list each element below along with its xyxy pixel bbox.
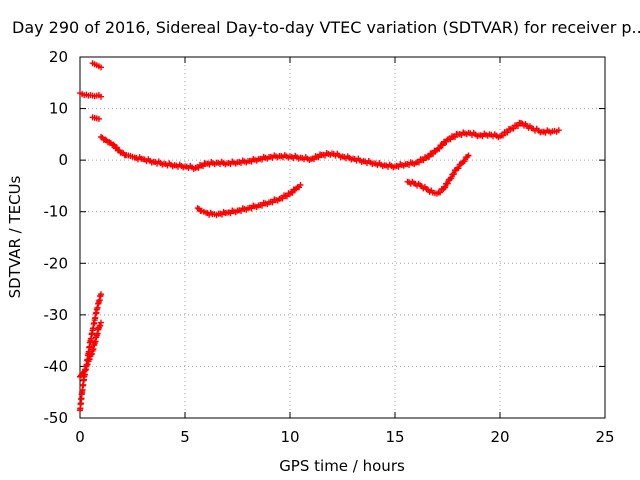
- series-late-dip: [404, 152, 472, 197]
- x-tick-label: 10: [280, 428, 299, 446]
- data-point: [439, 142, 446, 149]
- axis-ticks: 0 5 10 15 20 25 -50 -40 -30 -20 -10 0 10 20: [44, 48, 615, 446]
- data-point: [98, 319, 104, 326]
- x-axis-label: GPS time / hours: [279, 457, 405, 475]
- data-point: [461, 158, 468, 165]
- series-early-top: [89, 60, 104, 71]
- y-tick-label: 10: [49, 100, 68, 118]
- y-tick-label: 0: [58, 151, 68, 169]
- plot-frame: [79, 56, 606, 419]
- series-main-track: [98, 119, 562, 172]
- data-points: [77, 60, 562, 414]
- x-tick-label: 0: [75, 428, 85, 446]
- data-point: [297, 181, 304, 188]
- data-point: [437, 189, 444, 196]
- data-point: [289, 189, 296, 196]
- y-tick-label: -50: [44, 409, 69, 427]
- data-point: [515, 122, 521, 129]
- chart-title: Day 290 of 2016, Sidereal Day-to-day VTE…: [12, 18, 640, 37]
- data-point: [84, 361, 91, 368]
- y-tick-label: -10: [44, 203, 69, 221]
- series-early-mid: [89, 114, 102, 122]
- x-tick-label: 5: [180, 428, 190, 446]
- data-point: [95, 115, 102, 122]
- data-point: [269, 199, 276, 206]
- data-point: [82, 366, 89, 373]
- y-axis-label: SDTVAR / TECUs: [6, 175, 24, 298]
- series-early-high: [77, 90, 104, 100]
- data-point: [430, 150, 437, 157]
- data-point: [510, 125, 517, 132]
- data-point: [504, 129, 511, 136]
- data-point: [465, 152, 472, 159]
- series-ramp-b: [77, 319, 104, 380]
- data-point: [444, 180, 451, 187]
- data-point: [436, 145, 443, 152]
- data-point: [98, 64, 104, 71]
- y-tick-label: -40: [44, 357, 69, 375]
- data-point: [98, 291, 104, 298]
- series-dip-track: [194, 181, 304, 219]
- y-tick-label: -20: [44, 254, 69, 272]
- data-point: [442, 184, 449, 191]
- data-point: [80, 369, 87, 376]
- data-point: [448, 175, 455, 182]
- x-tick-label: 20: [490, 428, 509, 446]
- data-point: [426, 153, 433, 160]
- x-tick-label: 15: [385, 428, 404, 446]
- x-tick-label: 25: [595, 428, 614, 446]
- data-point: [500, 132, 506, 139]
- data-point: [455, 165, 462, 172]
- y-tick-label: -30: [44, 306, 69, 324]
- data-point: [451, 170, 458, 177]
- y-tick-label: 20: [49, 48, 68, 66]
- grid: [80, 57, 605, 418]
- data-point: [98, 93, 104, 100]
- data-point: [110, 141, 117, 148]
- data-point: [555, 127, 562, 134]
